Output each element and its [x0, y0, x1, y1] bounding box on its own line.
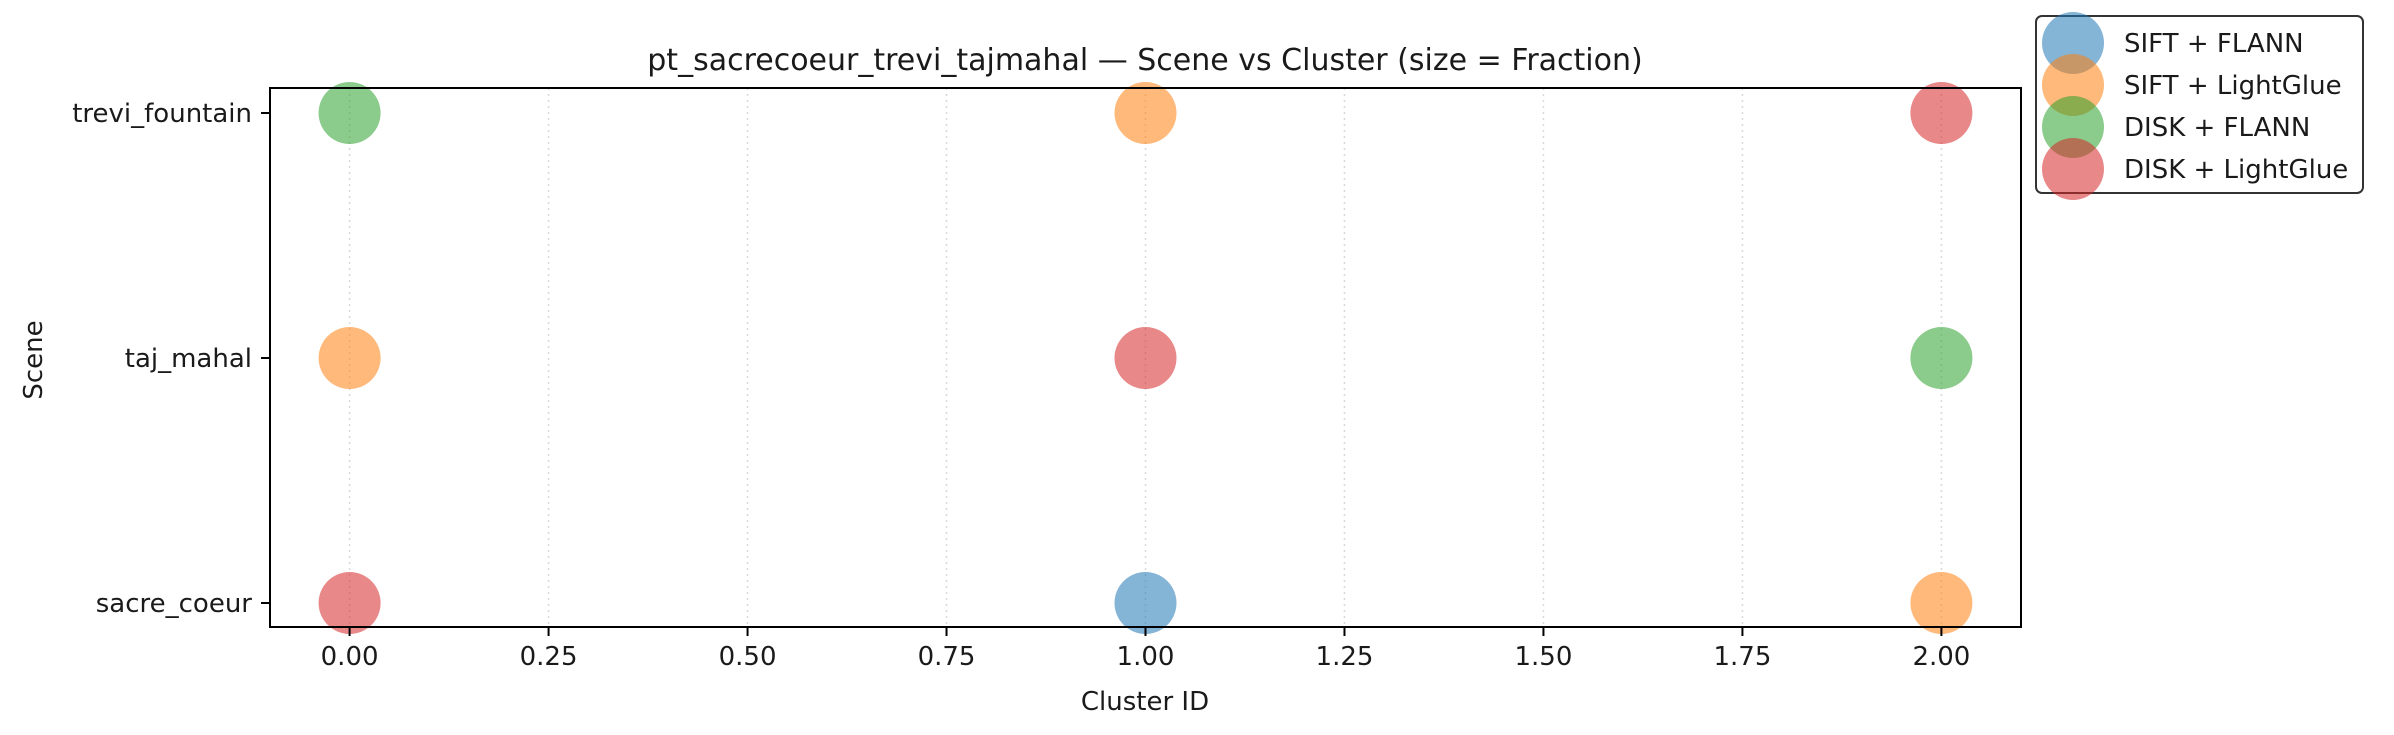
data-point: [1910, 82, 1973, 144]
x-tick-label: 2.00: [1912, 642, 1970, 672]
x-axis-ticks: 0.00 0.25 0.50 0.75 1.00 1.25 1.50 1.75 2.00: [321, 627, 1970, 672]
data-point: [1114, 327, 1177, 389]
legend: SIFT + FLANN SIFT + LightGlue DISK + FLANN…: [2035, 12, 2364, 200]
data-point: [1114, 572, 1177, 634]
x-tick-label: 0.50: [719, 642, 777, 672]
legend-label: SIFT + LightGlue: [2124, 71, 2342, 101]
x-tick-label: 0.25: [520, 642, 578, 672]
legend-label: DISK + LightGlue: [2124, 155, 2348, 185]
x-axis-label: Cluster ID: [1081, 687, 1209, 717]
chart-title: pt_sacrecoeur_trevi_tajmahal — Scene vs …: [647, 43, 1642, 78]
y-axis-label: Scene: [19, 320, 49, 399]
legend-marker: [2042, 138, 2104, 200]
data-point: [1910, 572, 1973, 634]
x-tick-label: 0.75: [918, 642, 976, 672]
legend-box: [2035, 15, 2364, 194]
y-axis-ticks: sacre_coeur taj_mahal trevi_fountain: [72, 99, 270, 619]
data-point: [1114, 82, 1177, 144]
x-tick-label: 0.00: [321, 642, 379, 672]
legend-label: SIFT + FLANN: [2124, 29, 2304, 59]
y-tick-label: taj_mahal: [125, 344, 252, 374]
data-point: [1910, 327, 1973, 389]
plot-points: [318, 82, 1973, 634]
x-tick-label: 1.25: [1316, 642, 1374, 672]
x-tick-label: 1.50: [1515, 642, 1573, 672]
y-tick-label: sacre_coeur: [96, 589, 253, 619]
data-point: [318, 82, 381, 144]
legend-label: DISK + FLANN: [2124, 113, 2310, 143]
y-tick-label: trevi_fountain: [72, 99, 252, 129]
data-point: [318, 572, 381, 634]
data-point: [318, 327, 381, 389]
x-tick-label: 1.75: [1713, 642, 1771, 672]
x-tick-label: 1.00: [1117, 642, 1175, 672]
